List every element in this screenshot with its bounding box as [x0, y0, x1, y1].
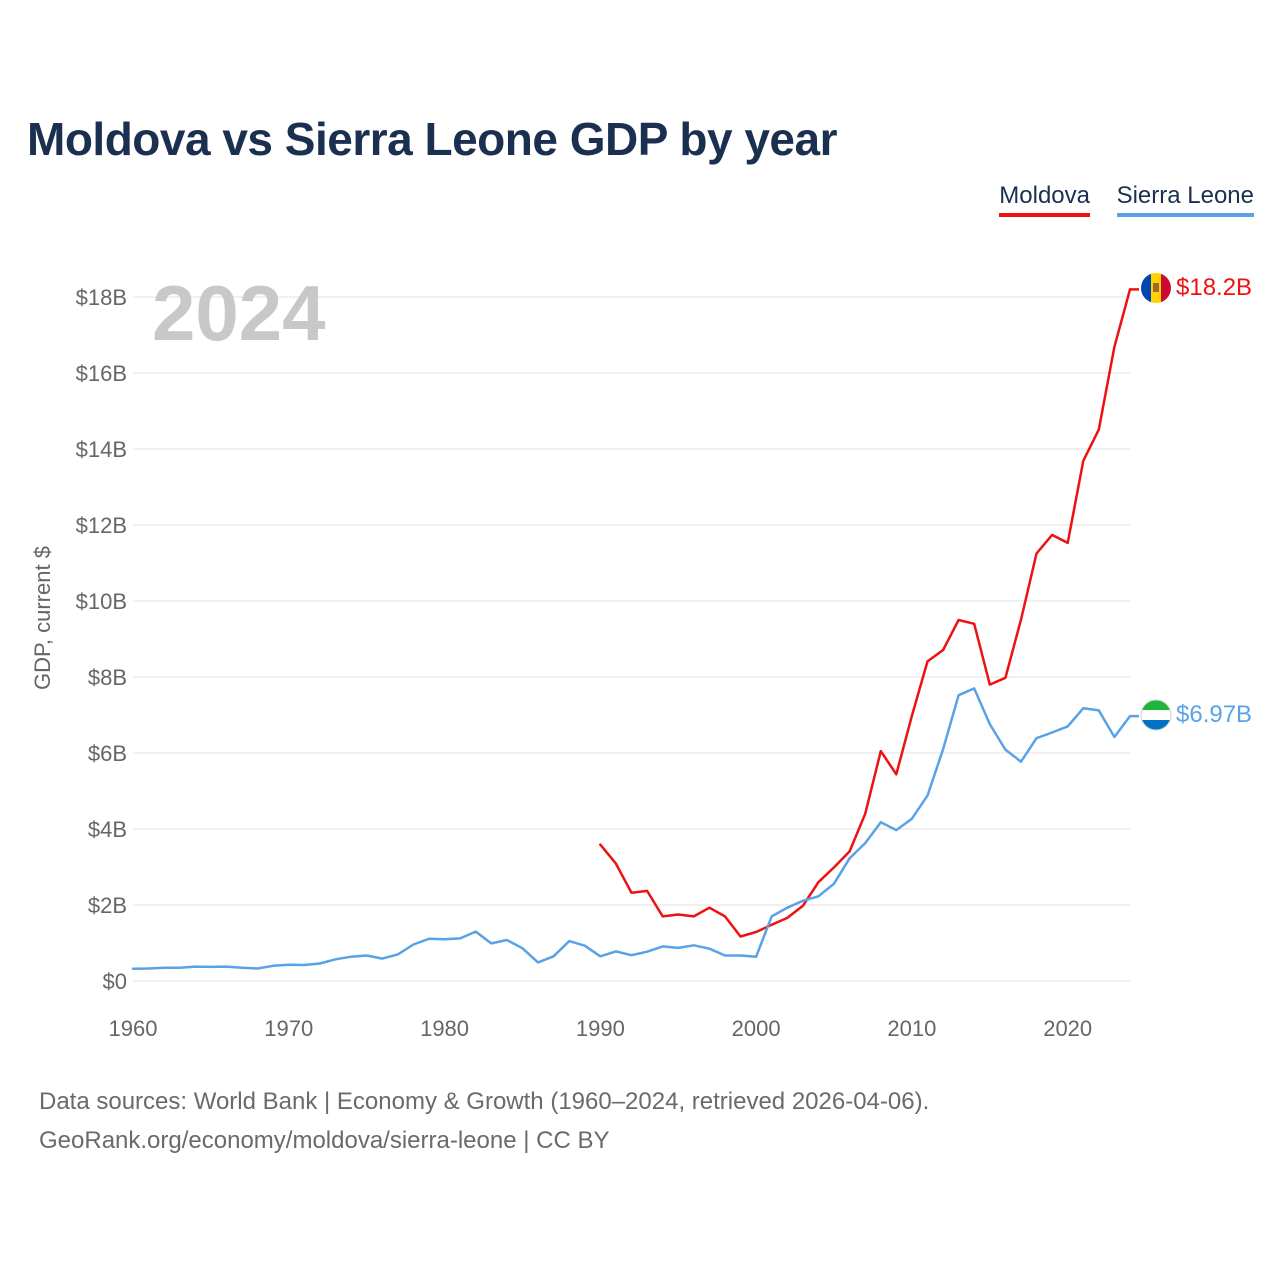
y-tick-label: $18B: [76, 285, 127, 310]
series-line-sierra_leone: [131, 687, 1132, 971]
legend-sierra-leone[interactable]: Sierra Leone: [1116, 182, 1254, 217]
line-chart: $0 $2B $4B $6B $8B $10B $12B $14B $16B $18B 1960 19…: [30, 269, 1252, 1041]
footer-link[interactable]: GeoRank.org/economy/moldova/sierra-leone…: [39, 1127, 610, 1154]
end-label-moldova: $18.2B: [1176, 274, 1252, 301]
y-tick-label: $12B: [76, 513, 127, 538]
y-tick-label: $14B: [76, 437, 127, 462]
y-tick-label: $8B: [88, 665, 127, 690]
end-label-sierra-leone: $6.97B: [1176, 701, 1252, 728]
y-tick-label: $0: [103, 969, 127, 994]
x-tick-label: 1990: [576, 1016, 625, 1041]
sierra-leone-flag-icon: [1141, 700, 1171, 730]
y-tick-label: $2B: [88, 893, 127, 918]
x-tick-label: 2010: [887, 1016, 936, 1041]
chart-title: Moldova vs Sierra Leone GDP by year: [27, 113, 837, 165]
x-tick-label: 2000: [732, 1016, 781, 1041]
y-tick-label: $6B: [88, 741, 127, 766]
y-tick-label: $4B: [88, 817, 127, 842]
footer: Data sources: World Bank | Economy & Gro…: [39, 1082, 929, 1160]
x-tick-label: 1960: [109, 1016, 158, 1041]
year-label: 2024: [152, 269, 326, 357]
x-tick-label: 2020: [1043, 1016, 1092, 1041]
y-tick-label: $16B: [76, 361, 127, 386]
x-tick-label: 1970: [264, 1016, 313, 1041]
y-axis-title: GDP, current $: [30, 546, 55, 690]
series-line-moldova: [599, 288, 1132, 938]
footer-sources: Data sources: World Bank | Economy & Gro…: [39, 1088, 930, 1115]
y-tick-label: $10B: [76, 589, 127, 614]
moldova-flag-icon: [1141, 273, 1171, 303]
x-tick-label: 1980: [420, 1016, 469, 1041]
legend-moldova[interactable]: Moldova: [999, 182, 1090, 217]
